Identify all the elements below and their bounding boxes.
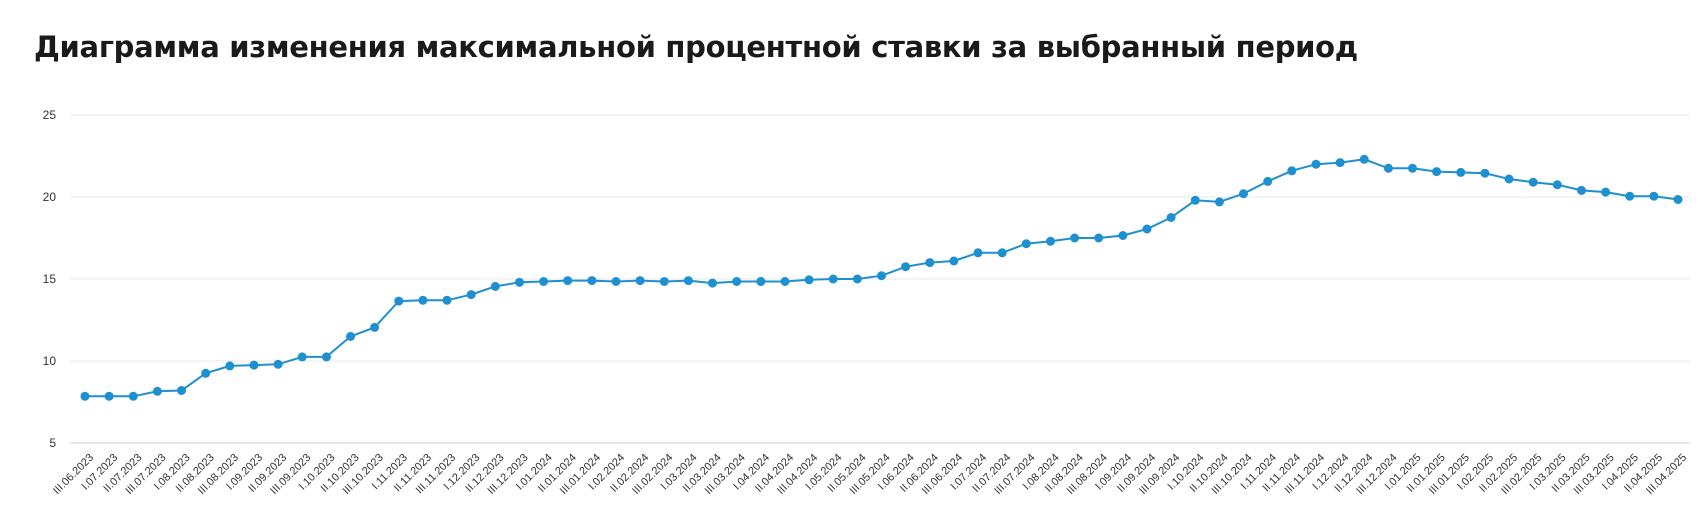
data-points xyxy=(80,154,1683,401)
x-axis: III.06.2023I.07.2023II.07.2023III.07.202… xyxy=(51,452,1689,497)
data-point[interactable] xyxy=(804,275,814,285)
data-point[interactable] xyxy=(973,248,983,258)
data-point[interactable] xyxy=(1359,154,1369,164)
data-point[interactable] xyxy=(949,256,959,266)
data-point[interactable] xyxy=(732,277,742,286)
data-point[interactable] xyxy=(1480,168,1490,178)
data-point[interactable] xyxy=(828,274,838,284)
data-point[interactable] xyxy=(418,295,428,305)
data-point[interactable] xyxy=(490,281,500,291)
data-point[interactable] xyxy=(1504,174,1514,184)
data-point[interactable] xyxy=(877,271,886,281)
data-point[interactable] xyxy=(128,391,138,401)
data-point[interactable] xyxy=(611,277,621,286)
data-point[interactable] xyxy=(1287,166,1297,176)
data-point[interactable] xyxy=(1432,167,1442,177)
data-point[interactable] xyxy=(1214,197,1224,207)
data-point[interactable] xyxy=(1166,213,1176,222)
data-point[interactable] xyxy=(515,277,524,287)
chart-title: Диаграмма изменения максимальной процент… xyxy=(34,30,1358,64)
data-point[interactable] xyxy=(177,386,186,395)
data-point[interactable] xyxy=(997,248,1007,258)
data-point[interactable] xyxy=(683,276,693,286)
data-point[interactable] xyxy=(442,295,452,305)
y-tick-label: 15 xyxy=(43,272,57,286)
data-point[interactable] xyxy=(1094,233,1104,243)
data-point[interactable] xyxy=(925,258,935,268)
data-point[interactable] xyxy=(756,277,766,286)
data-point[interactable] xyxy=(466,290,476,300)
data-point[interactable] xyxy=(1070,233,1080,243)
data-point[interactable] xyxy=(1311,159,1321,169)
data-point[interactable] xyxy=(80,391,90,401)
data-point[interactable] xyxy=(346,331,355,341)
data-point[interactable] xyxy=(1142,224,1152,234)
y-tick-label: 5 xyxy=(49,436,56,450)
data-point[interactable] xyxy=(708,278,717,288)
data-point[interactable] xyxy=(1528,177,1538,187)
data-point[interactable] xyxy=(394,296,404,306)
data-point[interactable] xyxy=(1456,167,1466,177)
y-axis: 5 10 15 20 25 xyxy=(43,108,57,450)
data-point[interactable] xyxy=(1118,231,1128,240)
data-point[interactable] xyxy=(201,368,211,378)
data-point[interactable] xyxy=(1335,158,1345,168)
data-point[interactable] xyxy=(539,277,549,286)
data-point[interactable] xyxy=(635,276,645,286)
data-point[interactable] xyxy=(1577,185,1586,195)
data-point[interactable] xyxy=(1625,191,1635,201)
data-point[interactable] xyxy=(1046,236,1055,246)
data-point[interactable] xyxy=(1383,163,1393,173)
y-tick-label: 25 xyxy=(43,108,57,122)
data-point[interactable] xyxy=(152,386,162,396)
data-point[interactable] xyxy=(563,276,573,286)
data-point[interactable] xyxy=(225,361,235,371)
data-point[interactable] xyxy=(1601,187,1611,197)
data-point[interactable] xyxy=(1263,176,1273,186)
data-point[interactable] xyxy=(1673,195,1683,204)
data-point[interactable] xyxy=(1021,239,1031,249)
data-point[interactable] xyxy=(321,352,331,362)
y-tick-label: 10 xyxy=(43,354,57,368)
data-point[interactable] xyxy=(659,277,669,286)
data-point[interactable] xyxy=(587,276,597,286)
data-point[interactable] xyxy=(1408,163,1417,173)
data-point[interactable] xyxy=(780,277,790,286)
data-point[interactable] xyxy=(249,360,259,370)
data-point[interactable] xyxy=(1552,180,1562,190)
data-point[interactable] xyxy=(104,391,114,401)
data-point[interactable] xyxy=(1190,195,1200,205)
data-point[interactable] xyxy=(273,359,283,369)
data-point[interactable] xyxy=(901,262,911,272)
data-point[interactable] xyxy=(370,322,380,332)
data-point[interactable] xyxy=(1239,189,1248,199)
data-point[interactable] xyxy=(1649,191,1659,201)
y-tick-label: 20 xyxy=(43,190,57,204)
data-point[interactable] xyxy=(852,274,862,284)
data-point[interactable] xyxy=(297,352,307,362)
